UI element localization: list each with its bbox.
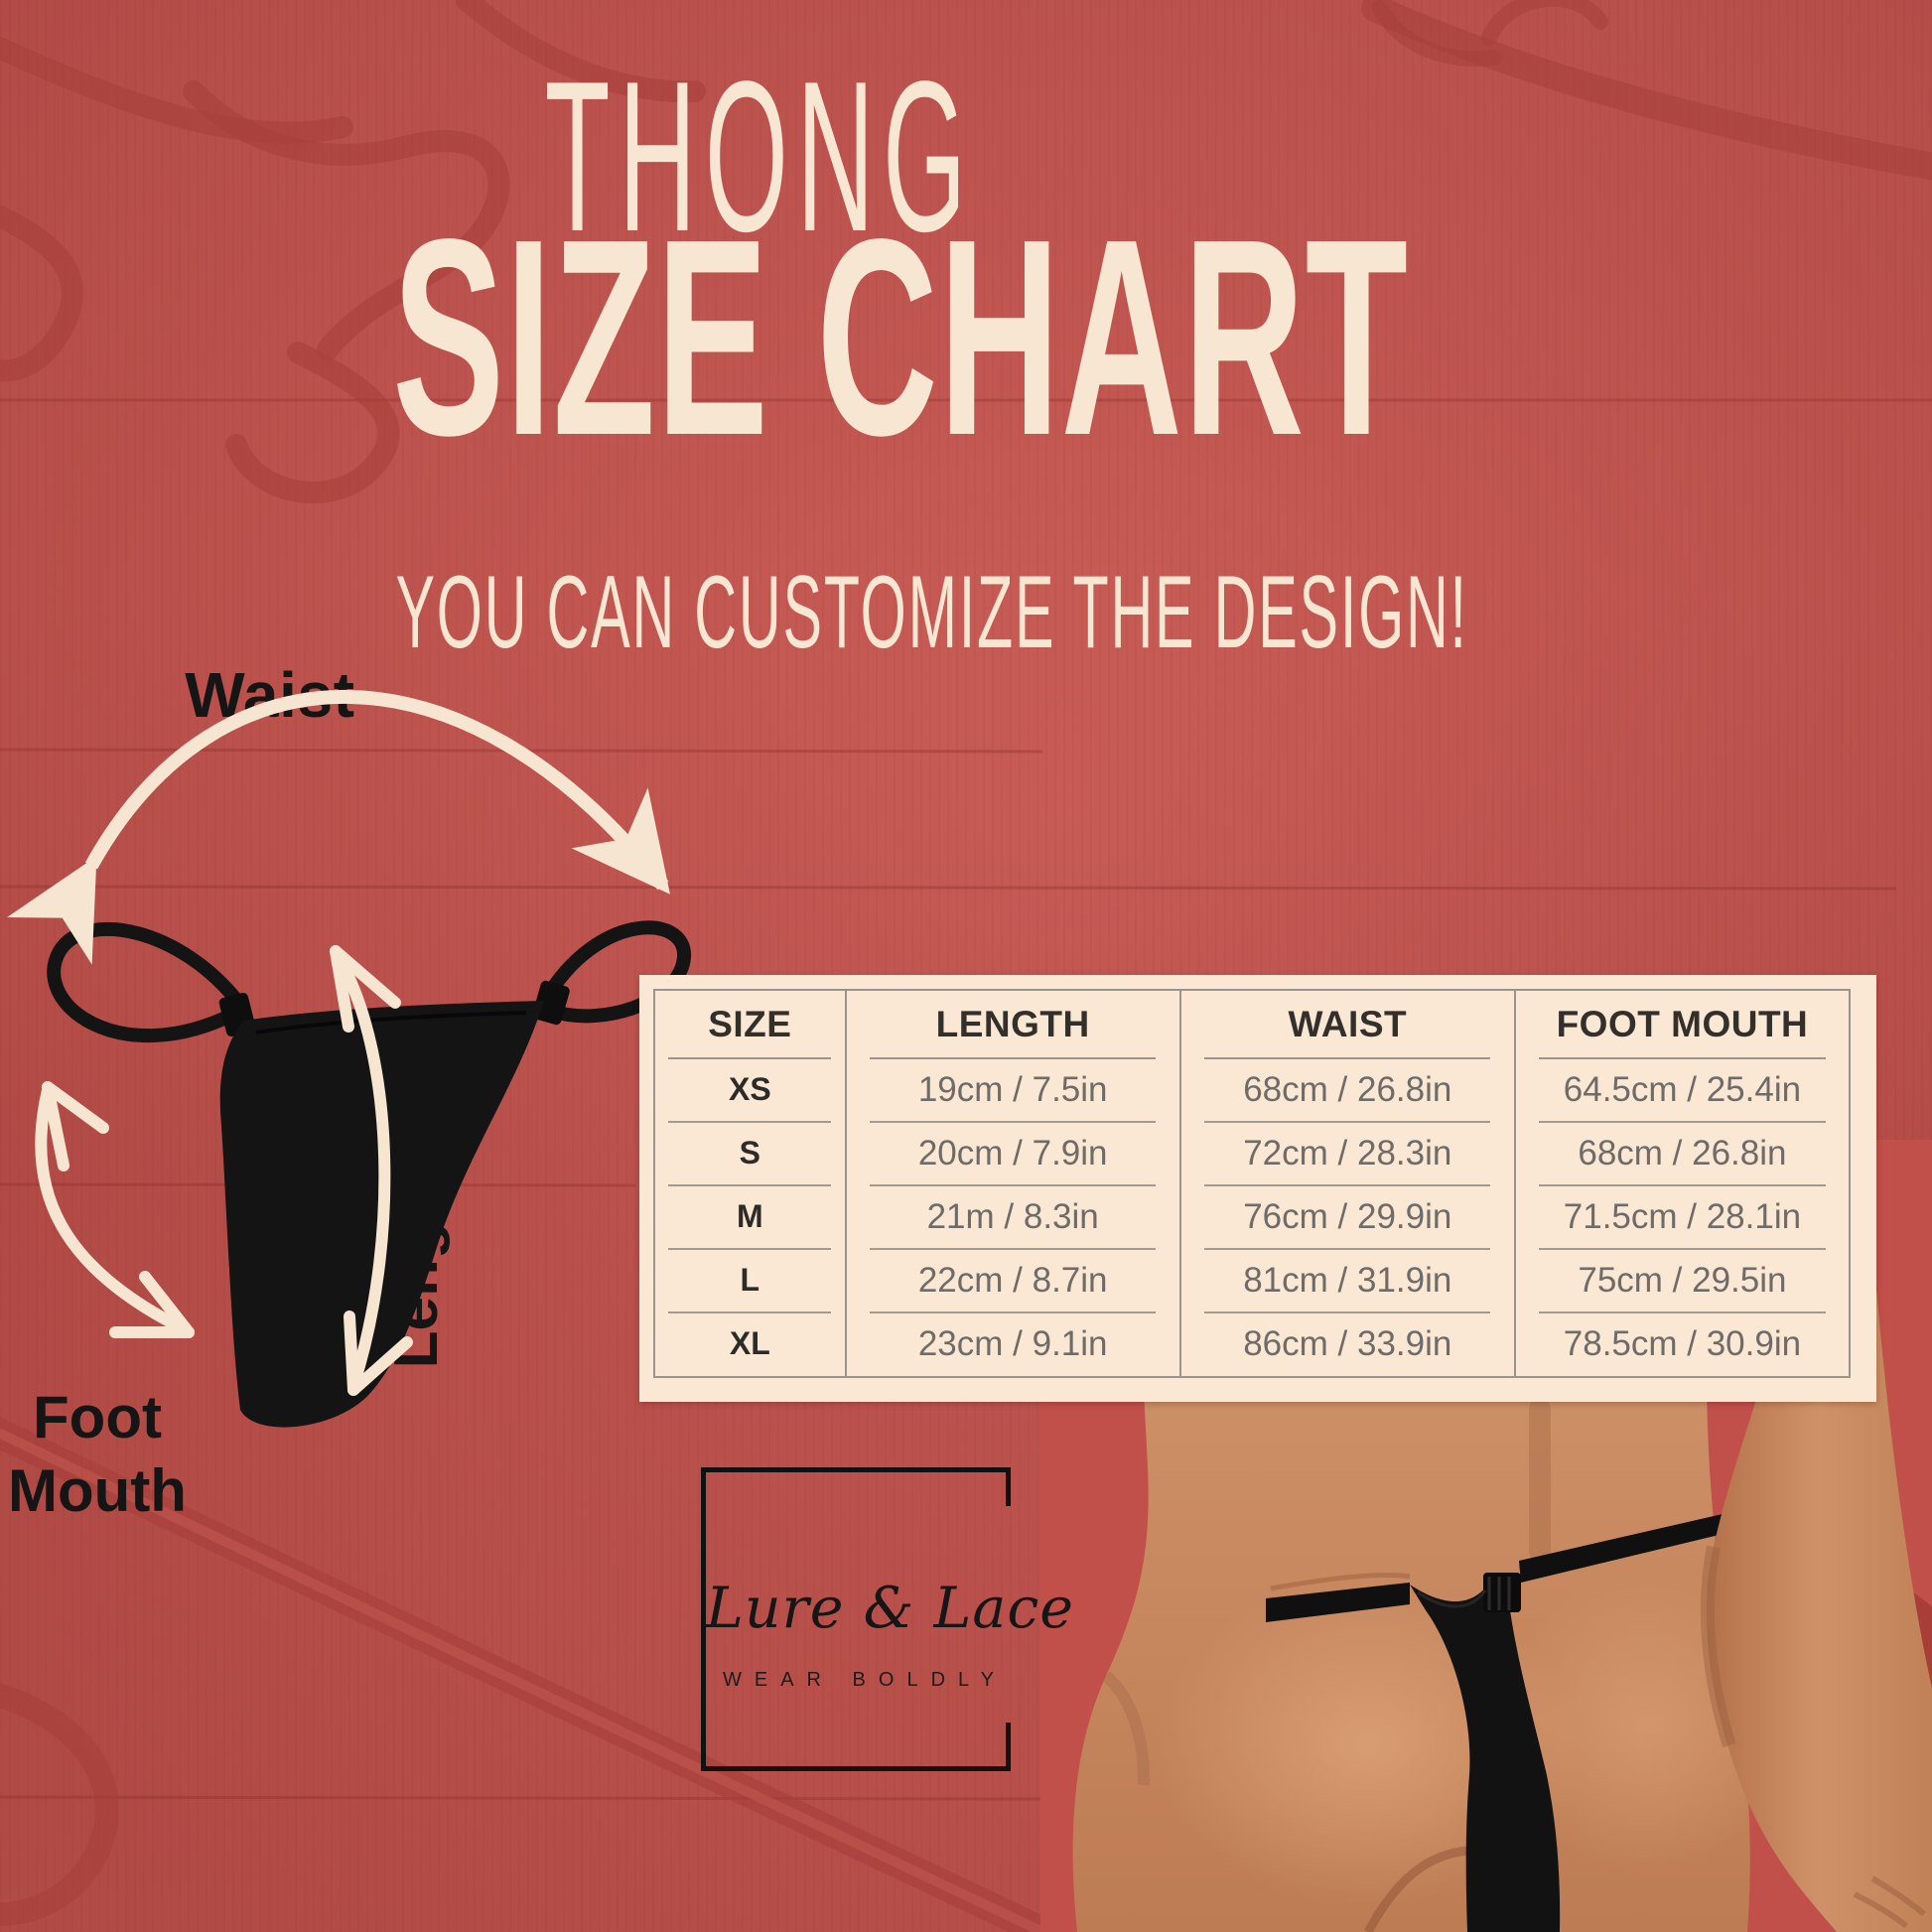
- column-header-foot-mouth: FOOT MOUTH: [1513, 990, 1850, 1058]
- size-table-header: SIZE LENGTH WAIST FOOT MOUTH: [654, 990, 1850, 1058]
- page-title: SIZE CHART: [0, 198, 1932, 478]
- foot-mouth-label-line1: Foot: [33, 1384, 162, 1450]
- size-table: SIZE LENGTH WAIST FOOT MOUTH XS 19cm / 7.…: [653, 989, 1851, 1378]
- table-cell-length: 21m / 8.3in: [844, 1183, 1180, 1249]
- brand-name: Lure & Lace: [706, 1576, 1075, 1641]
- table-cell-size: M: [654, 1183, 846, 1249]
- size-table-body: XS 19cm / 7.5in 68cm / 26.8in 64.5cm / 25.4…: [654, 1058, 1850, 1377]
- model-thong: [1266, 1511, 1735, 1932]
- table-cell-size: XS: [728, 1071, 771, 1108]
- thong-diagram: [47, 920, 691, 1428]
- table-cell-length: 19cm / 7.5in: [844, 1058, 1180, 1122]
- hand-fingers: [1853, 1875, 1926, 1929]
- title-subtitle: YOU CAN CUSTOMIZE THE DESIGN!: [0, 561, 1932, 664]
- column-header-size: SIZE: [654, 990, 846, 1058]
- table-row: S 20cm / 7.9in 72cm / 28.3in 68cm / 26.8in: [654, 1120, 1850, 1185]
- thong-left-loop: [47, 922, 247, 1043]
- page-title-text: SIZE CHART: [392, 181, 1409, 493]
- thigh-crease: [1364, 1846, 1468, 1932]
- column-header-waist: WAIST: [1178, 990, 1515, 1058]
- table-row: XL 23cm / 9.1in 86cm / 33.9in 78.5cm / 30.9…: [654, 1311, 1850, 1377]
- size-table-card: SIZE LENGTH WAIST FOOT MOUTH XS 19cm / 7.…: [639, 975, 1876, 1402]
- table-cell-waist: 76cm / 29.9in: [1178, 1183, 1515, 1249]
- table-cell-length: 20cm / 7.9in: [844, 1120, 1180, 1185]
- table-cell-size: S: [654, 1120, 846, 1185]
- table-cell-size: XL: [654, 1311, 846, 1377]
- brand-logo-frame: Lure & Lace WEAR BOLDLY: [701, 1467, 1075, 1771]
- foot-mouth-label-line2: Mouth: [8, 1457, 187, 1524]
- logo-frame-right-stub-bottom: [1006, 1723, 1011, 1766]
- spine-crease: [1529, 1398, 1551, 1562]
- thong-left-adjuster: [218, 993, 256, 1036]
- brand-tagline: WEAR BOLDLY: [723, 1669, 1007, 1691]
- arm-body-crease: [1700, 1545, 1736, 1748]
- waist-label: Waist: [185, 659, 355, 731]
- table-cell-foot-mouth: 75cm / 29.5in: [1513, 1247, 1850, 1312]
- table-cell-length: 22cm / 8.7in: [844, 1247, 1180, 1312]
- table-cell-foot-mouth: 64.5cm / 25.4in: [1513, 1058, 1850, 1122]
- table-cell-waist: 68cm / 26.8in: [1178, 1058, 1515, 1122]
- table-cell-foot-mouth: 68cm / 26.8in: [1513, 1120, 1850, 1185]
- table-cell-waist: 72cm / 28.3in: [1178, 1120, 1515, 1185]
- table-row: XS 19cm / 7.5in 68cm / 26.8in 64.5cm / 25.4…: [654, 1058, 1850, 1122]
- length-label: Length: [382, 1163, 451, 1369]
- logo-frame-right-stub-top: [1006, 1472, 1011, 1506]
- title-subtitle-text: YOU CAN CUSTOMIZE THE DESIGN!: [395, 555, 1469, 670]
- table-cell-size: L: [654, 1247, 846, 1312]
- table-row: L 22cm / 8.7in 81cm / 31.9in 75cm / 29.5in: [654, 1247, 1850, 1312]
- table-row: M 21m / 8.3in 76cm / 29.9in 71.5cm / 28.1in: [654, 1183, 1850, 1249]
- table-cell-length: 23cm / 9.1in: [844, 1311, 1180, 1377]
- thong-right-adjuster: [532, 980, 570, 1026]
- table-cell-foot-mouth: 71.5cm / 28.1in: [1513, 1183, 1850, 1249]
- table-cell-waist: 86cm / 33.9in: [1178, 1311, 1515, 1377]
- column-header-length: LENGTH: [844, 990, 1180, 1058]
- table-cell-waist: 81cm / 31.9in: [1178, 1247, 1515, 1312]
- table-cell-foot-mouth: 78.5cm / 30.9in: [1513, 1311, 1850, 1377]
- foot-mouth-arrow: [35, 1081, 195, 1338]
